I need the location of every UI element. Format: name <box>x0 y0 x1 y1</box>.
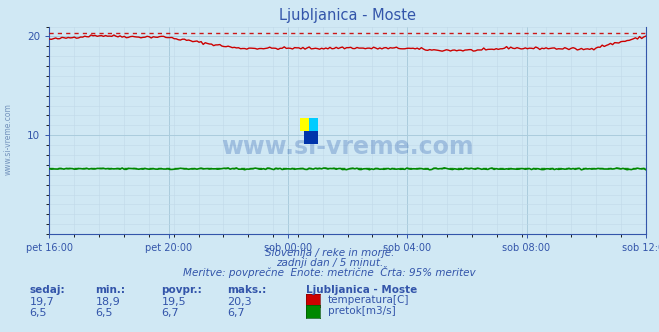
Text: 18,9: 18,9 <box>96 297 121 307</box>
Text: zadnji dan / 5 minut.: zadnji dan / 5 minut. <box>276 258 383 268</box>
Text: 19,7: 19,7 <box>30 297 55 307</box>
Text: 6,5: 6,5 <box>96 308 113 318</box>
Bar <box>300 118 309 131</box>
Text: 6,5: 6,5 <box>30 308 47 318</box>
Text: 19,5: 19,5 <box>161 297 186 307</box>
Text: povpr.:: povpr.: <box>161 285 202 295</box>
Text: Meritve: povprečne  Enote: metrične  Črta: 95% meritev: Meritve: povprečne Enote: metrične Črta:… <box>183 266 476 278</box>
Bar <box>309 118 318 131</box>
Title: Ljubljanica - Moste: Ljubljanica - Moste <box>279 8 416 23</box>
Bar <box>304 131 318 144</box>
Text: Slovenija / reke in morje.: Slovenija / reke in morje. <box>265 248 394 258</box>
Text: pretok[m3/s]: pretok[m3/s] <box>328 306 395 316</box>
Text: www.si-vreme.com: www.si-vreme.com <box>221 135 474 159</box>
Text: Ljubljanica - Moste: Ljubljanica - Moste <box>306 285 418 295</box>
Text: maks.:: maks.: <box>227 285 267 295</box>
Text: temperatura[C]: temperatura[C] <box>328 295 409 305</box>
Text: 6,7: 6,7 <box>161 308 179 318</box>
Text: 20,3: 20,3 <box>227 297 252 307</box>
Text: sedaj:: sedaj: <box>30 285 65 295</box>
Text: 6,7: 6,7 <box>227 308 245 318</box>
Text: www.si-vreme.com: www.si-vreme.com <box>3 104 13 175</box>
Text: min.:: min.: <box>96 285 126 295</box>
